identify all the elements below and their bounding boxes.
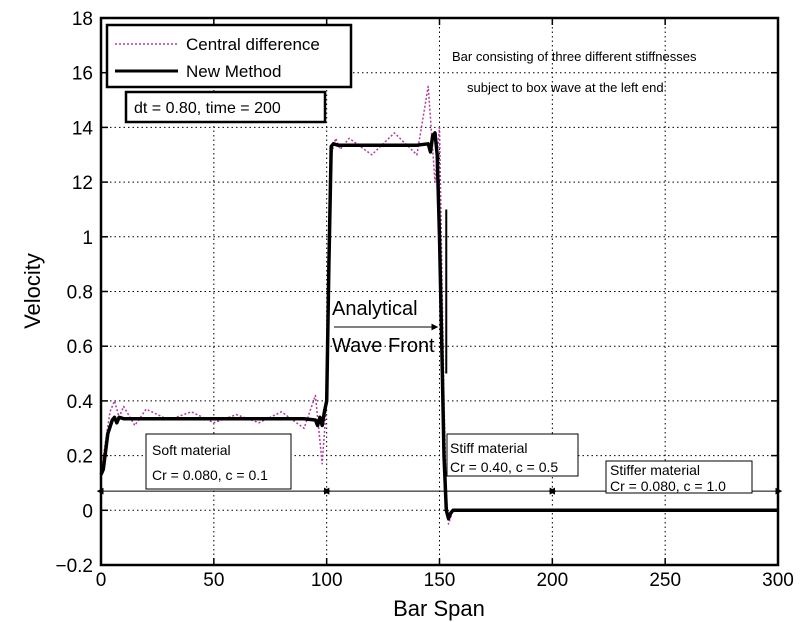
series-new-method-line [99,131,778,521]
annotation-stiff-material-box: Stiff material Cr = 0.40, c = 0.5 [446,433,579,477]
annotation-wave-front: Analytical Wave Front [332,298,439,357]
annotation-soft-material-title: Soft material [152,442,231,458]
annotation-stiffer-material-box: Stiffer material Cr = 0.080, c = 1.0 [605,460,753,494]
y-tick-label: 12 [72,173,93,194]
y-tick-label: 0.8 [67,283,93,304]
y-tick-label: 1 [82,228,93,249]
annotation-timestep-text: dt = 0.80, time = 200 [134,100,281,117]
x-tick-label: 100 [311,570,343,591]
annotation-stiffer-material-params: Cr = 0.080, c = 1.0 [610,478,726,494]
annotation-description-line-1: Bar consisting of three different stiffn… [452,49,697,64]
y-tick-label: −0.2 [55,556,93,577]
x-tick-labels: 0 50 100 150 200 250 300 [96,570,794,591]
legend-label-new-method: New Method [186,62,281,81]
annotation-stiffer-material-title: Stiffer material [610,462,700,478]
legend: Central difference New Method [105,23,353,89]
annotation-soft-material-box: Soft material Cr = 0.080, c = 0.1 [145,433,292,490]
x-tick-label: 0 [96,570,107,591]
y-tick-label: 0.4 [67,392,94,413]
y-axis-label: Velocity [20,253,45,329]
annotation-stiff-material-title: Stiff material [450,440,528,456]
y-tick-label: 16 [72,64,93,85]
annotation-wave-front-line-2: Wave Front [332,335,435,357]
series-layer [99,85,778,525]
x-tick-label: 150 [424,570,456,591]
y-tick-label: 14 [72,118,94,139]
annotation-soft-material-params: Cr = 0.080, c = 0.1 [152,467,268,483]
y-tick-label: 0.6 [67,337,93,358]
annotation-wave-front-line-1: Analytical [332,298,418,320]
tick-marks [100,17,779,566]
y-tick-label: 0 [82,501,93,522]
x-tick-label: 250 [649,570,681,591]
annotation-stiff-material-params: Cr = 0.40, c = 0.5 [450,459,558,475]
legend-label-central-difference: Central difference [186,35,320,54]
legend-box [105,23,353,89]
y-tick-label: 18 [72,9,93,30]
y-tick-labels: −0.2 0 0.2 0.4 0.6 0.8 1 12 14 16 18 [55,9,93,577]
x-axis-label: Bar Span [393,596,485,621]
x-tick-label: 300 [762,570,794,591]
x-tick-label: 200 [536,570,568,591]
y-tick-label: 0.2 [67,447,93,468]
x-tick-label: 50 [203,570,224,591]
annotation-timestep-box: dt = 0.80, time = 200 [124,90,327,124]
annotation-description-line-2: subject to box wave at the left end [467,80,664,95]
